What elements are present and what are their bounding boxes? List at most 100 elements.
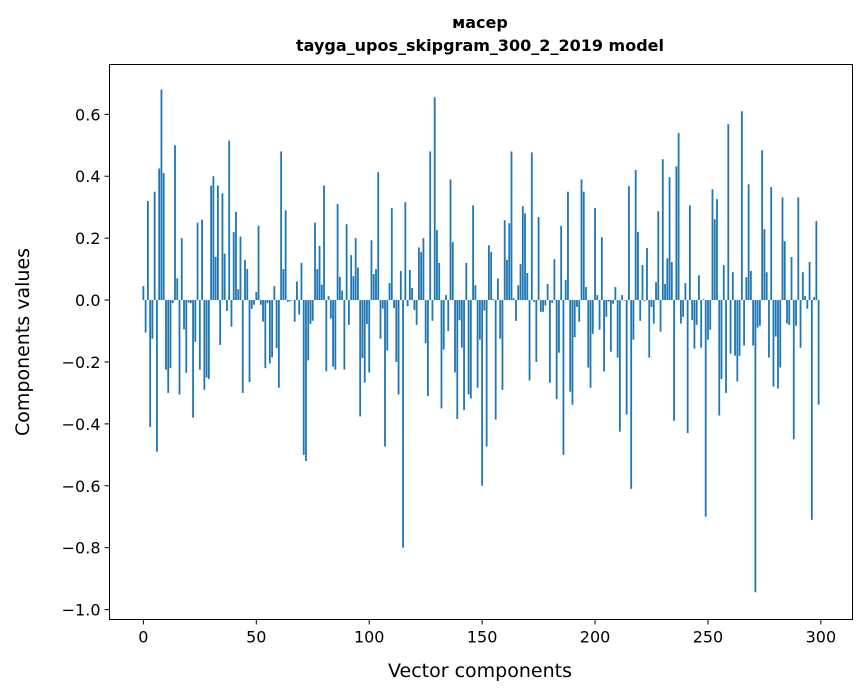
bar-185 [560, 226, 562, 300]
bar-260 [730, 300, 732, 354]
bar-113 [398, 300, 400, 394]
bar-127 [429, 151, 431, 300]
bar-32 [215, 257, 217, 300]
bar-286 [788, 300, 790, 325]
bar-20 [188, 300, 190, 302]
bar-123 [420, 252, 422, 300]
bar-240 [684, 283, 686, 300]
bar-52 [260, 300, 262, 305]
x-tick-label: 300 [806, 628, 837, 647]
bar-232 [666, 258, 668, 300]
bar-144 [468, 300, 470, 394]
bar-197 [587, 300, 589, 367]
bar-173 [533, 300, 535, 302]
x-axis-label: Vector components [388, 660, 572, 682]
bar-278 [770, 187, 772, 300]
bar-230 [662, 159, 664, 300]
bar-153 [488, 245, 490, 300]
bar-222 [644, 300, 646, 301]
bar-235 [673, 300, 675, 421]
bar-7 [158, 169, 160, 301]
bar-121 [416, 300, 418, 325]
bar-14 [174, 145, 176, 300]
bar-259 [727, 124, 729, 300]
bar-294 [806, 300, 808, 309]
bar-242 [689, 205, 691, 300]
bar-229 [660, 300, 662, 332]
bar-138 [454, 300, 456, 372]
bar-172 [531, 152, 533, 300]
y-tick-label: −0.6 [62, 477, 101, 496]
y-tick-label: 0.4 [75, 167, 100, 186]
bar-145 [470, 300, 472, 398]
bar-87 [339, 277, 341, 300]
bar-223 [646, 248, 648, 300]
bar-157 [497, 278, 499, 300]
bar-131 [438, 263, 440, 300]
bar-56 [269, 300, 271, 363]
bar-136 [450, 179, 452, 300]
bar-23 [194, 300, 196, 342]
bar-89 [343, 300, 345, 370]
bar-234 [671, 262, 673, 300]
bar-50 [255, 292, 257, 300]
bar-75 [312, 300, 314, 321]
bar-33 [217, 186, 219, 301]
y-tick-label: −1.0 [62, 601, 101, 620]
bar-261 [732, 272, 734, 300]
x-tick-label: 150 [467, 628, 498, 647]
bar-1 [145, 300, 147, 333]
bar-250 [707, 300, 709, 340]
bar-224 [648, 300, 650, 358]
bar-211 [619, 300, 621, 432]
bar-8 [161, 90, 163, 300]
bar-283 [782, 197, 784, 300]
bar-126 [427, 300, 429, 396]
bar-137 [452, 242, 454, 300]
bars-group [142, 90, 819, 593]
bar-214 [626, 300, 628, 415]
bar-165 [515, 300, 517, 321]
bar-4 [152, 300, 154, 339]
y-axis-label: Components values [12, 248, 34, 436]
bar-84 [332, 300, 334, 367]
bar-295 [809, 262, 811, 300]
bar-231 [664, 284, 666, 300]
bar-125 [425, 300, 427, 343]
bar-297 [813, 297, 815, 300]
bar-199 [592, 300, 594, 334]
bar-64 [287, 300, 289, 302]
bar-122 [418, 247, 420, 300]
bar-19 [185, 300, 187, 373]
bar-101 [371, 240, 373, 300]
bar-73 [307, 300, 309, 360]
bar-111 [393, 300, 395, 308]
bar-291 [800, 300, 802, 348]
bar-196 [585, 287, 587, 300]
bar-282 [779, 300, 781, 367]
bar-134 [445, 295, 447, 300]
bar-248 [703, 299, 705, 300]
bar-43 [240, 237, 242, 300]
bar-44 [242, 300, 244, 393]
bar-71 [303, 300, 305, 455]
bar-192 [576, 300, 578, 307]
bar-31 [212, 176, 214, 300]
bar-35 [222, 193, 224, 300]
bar-216 [630, 300, 632, 489]
bar-83 [330, 300, 332, 319]
bar-198 [590, 300, 592, 388]
bar-246 [698, 275, 700, 300]
bar-85 [334, 300, 336, 370]
bar-11 [167, 300, 169, 393]
bar-208 [612, 300, 614, 304]
bar-269 [750, 271, 752, 300]
bar-279 [773, 300, 775, 387]
bar-47 [249, 300, 251, 382]
bar-94 [355, 238, 357, 300]
bar-65 [289, 300, 291, 301]
bar-274 [761, 150, 763, 300]
y-tick-label: 0.6 [75, 105, 100, 124]
bar-5 [154, 192, 156, 300]
bar-92 [350, 255, 352, 300]
